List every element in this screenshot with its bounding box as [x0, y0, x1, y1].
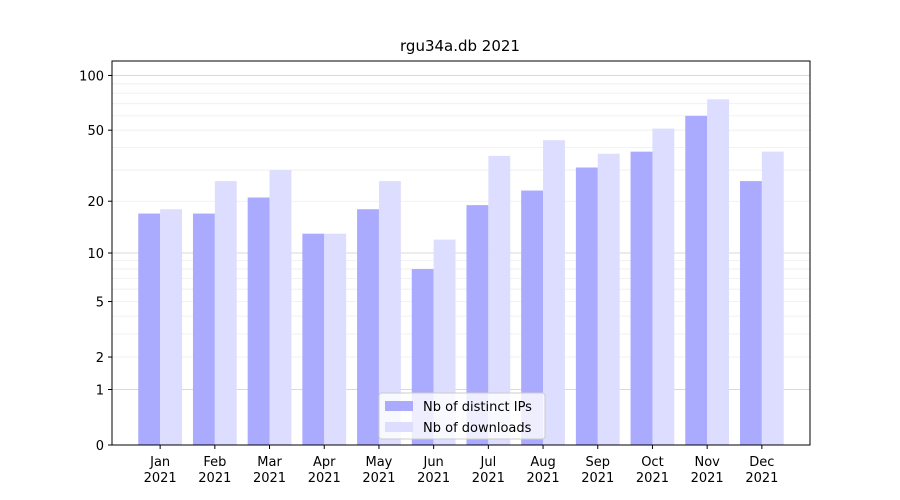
- bar-distinct-ips-8: [575, 167, 598, 445]
- x-tick-label: Nov 2021: [691, 455, 724, 486]
- x-tick-label-line: Sep: [585, 455, 610, 470]
- x-tick-label-line: Jul: [480, 455, 497, 470]
- y-tick-label: 2: [96, 351, 104, 366]
- bar-downloads-11: [761, 151, 784, 445]
- x-tick-label: Jul 2021: [472, 455, 505, 486]
- bar-downloads-7: [543, 140, 565, 445]
- y-tick-label: 100: [79, 69, 104, 84]
- x-tick-label-line: 2021: [144, 471, 177, 486]
- x-tick-label-line: May: [366, 455, 393, 470]
- x-tick-label-line: Nov: [694, 455, 720, 470]
- x-tick-label-line: Oct: [641, 455, 663, 470]
- x-tick-label-line: 2021: [691, 471, 724, 486]
- bar-downloads-0: [160, 209, 183, 445]
- legend-label-distinct-ips: Nb of distinct IPs: [423, 400, 532, 415]
- legend-swatch-distinct-ips: [385, 401, 413, 411]
- bar-distinct-ips-2: [247, 197, 270, 445]
- x-tick-label: Apr 2021: [308, 455, 341, 486]
- bar-distinct-ips-9: [630, 151, 653, 445]
- x-tick-label-line: Aug: [530, 455, 555, 470]
- bar-downloads-6: [488, 155, 511, 445]
- bar-distinct-ips-4: [357, 209, 379, 445]
- y-axis: 0 1 2 5 10 20 50 100: [79, 69, 112, 454]
- x-tick-label: Feb 2021: [198, 455, 231, 486]
- x-tick-label-line: Mar: [257, 455, 282, 470]
- x-tick-label-line: Jan: [149, 455, 170, 470]
- x-tick-label-line: 2021: [745, 471, 778, 486]
- x-tick-label-line: 2021: [417, 471, 450, 486]
- x-tick-label-line: 2021: [472, 471, 505, 486]
- bar-distinct-ips-0: [138, 213, 161, 445]
- x-tick-label-line: 2021: [198, 471, 231, 486]
- y-tick-label: 10: [87, 247, 104, 262]
- y-tick-label: 5: [96, 296, 104, 311]
- legend-label-downloads: Nb of downloads: [423, 421, 532, 436]
- x-tick-label-line: Jun: [422, 455, 443, 470]
- x-tick-label: Mar 2021: [253, 455, 286, 486]
- y-tick-label: 20: [87, 195, 104, 210]
- bar-distinct-ips-11: [739, 181, 762, 445]
- bar-downloads-1: [214, 181, 237, 445]
- y-tick-label: 50: [87, 124, 104, 139]
- legend-box: [378, 392, 546, 440]
- bars-layer: [138, 99, 784, 446]
- x-tick-label-line: Feb: [203, 455, 226, 470]
- bar-distinct-ips-1: [192, 213, 215, 445]
- bar-downloads-4: [378, 181, 401, 445]
- x-tick-label: Dec 2021: [745, 455, 778, 486]
- bar-downloads-2: [269, 170, 292, 445]
- x-tick-label: Sep 2021: [581, 455, 614, 486]
- x-tick-label: Jun 2021: [417, 455, 450, 486]
- x-tick-label: Jan 2021: [144, 455, 177, 486]
- bar-downloads-9: [652, 128, 675, 445]
- bar-distinct-ips-10: [685, 115, 708, 445]
- x-tick-label-line: 2021: [636, 471, 669, 486]
- y-tick-label: 1: [96, 383, 104, 398]
- bar-distinct-ips-7: [521, 190, 544, 445]
- chart-title: rgu34a.db 2021: [400, 37, 520, 55]
- x-tick-label: Aug 2021: [527, 455, 560, 486]
- x-tick-label: May 2021: [362, 455, 395, 486]
- x-tick-label-line: 2021: [581, 471, 614, 486]
- x-tick-label-line: Dec: [749, 455, 774, 470]
- x-tick-label-line: 2021: [308, 471, 341, 486]
- bar-downloads-3: [324, 233, 347, 445]
- bar-downloads-10: [707, 99, 730, 445]
- bar-distinct-ips-3: [302, 233, 325, 445]
- x-tick-label-line: Apr: [313, 455, 336, 470]
- legend-swatch-downloads: [385, 422, 413, 432]
- x-tick-label-line: 2021: [253, 471, 286, 486]
- bar-distinct-ips-6: [466, 205, 489, 445]
- y-tick-label: 0: [96, 439, 104, 454]
- bar-downloads-8: [597, 153, 620, 446]
- x-tick-label: Oct 2021: [636, 455, 669, 486]
- x-tick-label-line: 2021: [362, 471, 395, 486]
- x-tick-label-line: 2021: [527, 471, 560, 486]
- legend: Nb of distinct IPs Nb of downloads: [378, 392, 546, 440]
